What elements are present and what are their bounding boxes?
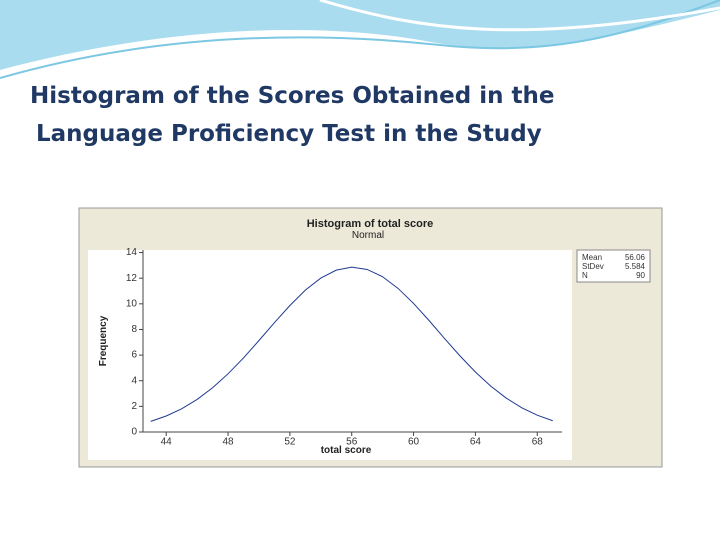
y-tick-label: 10 — [126, 298, 138, 309]
normal-curve — [150, 266, 553, 422]
y-tick-label: 4 — [131, 375, 137, 386]
chart-subtitle: Normal — [352, 230, 384, 241]
y-tick-label: 8 — [131, 324, 137, 335]
stats-box — [576, 249, 651, 283]
chart-title: Histogram of total score — [307, 218, 434, 230]
y-axis-label: Frequency — [98, 315, 109, 366]
stat-value: 5.584 — [625, 262, 646, 271]
stat-value: 56.06 — [625, 253, 646, 262]
stat-label: StDev — [582, 262, 604, 271]
x-tick-label: 56 — [346, 437, 358, 448]
header-wave-line — [319, 0, 720, 32]
stat-value: 90 — [636, 271, 645, 280]
y-tick-label: 12 — [126, 273, 138, 284]
x-tick-label: 52 — [284, 437, 296, 448]
plot-background — [88, 250, 572, 460]
stat-label: Mean — [582, 253, 602, 262]
y-tick-label: 2 — [131, 401, 137, 412]
header-wave — [0, 0, 720, 70]
x-tick-label: 44 — [161, 437, 173, 448]
header-wave-line — [0, 0, 720, 79]
slide-title: Language Proficiency Test in the Study — [36, 121, 542, 147]
y-tick-label: 14 — [126, 247, 138, 258]
y-tick-label: 0 — [131, 427, 137, 438]
x-tick-label: 64 — [470, 437, 482, 448]
x-tick-label: 68 — [532, 437, 544, 448]
slide-title: Histogram of the Scores Obtained in the — [30, 83, 554, 109]
y-tick-label: 6 — [131, 350, 137, 361]
x-tick-label: 48 — [222, 437, 234, 448]
x-axis-label: total score — [321, 445, 372, 456]
x-tick-label: 60 — [408, 437, 420, 448]
stat-label: N — [582, 271, 588, 280]
